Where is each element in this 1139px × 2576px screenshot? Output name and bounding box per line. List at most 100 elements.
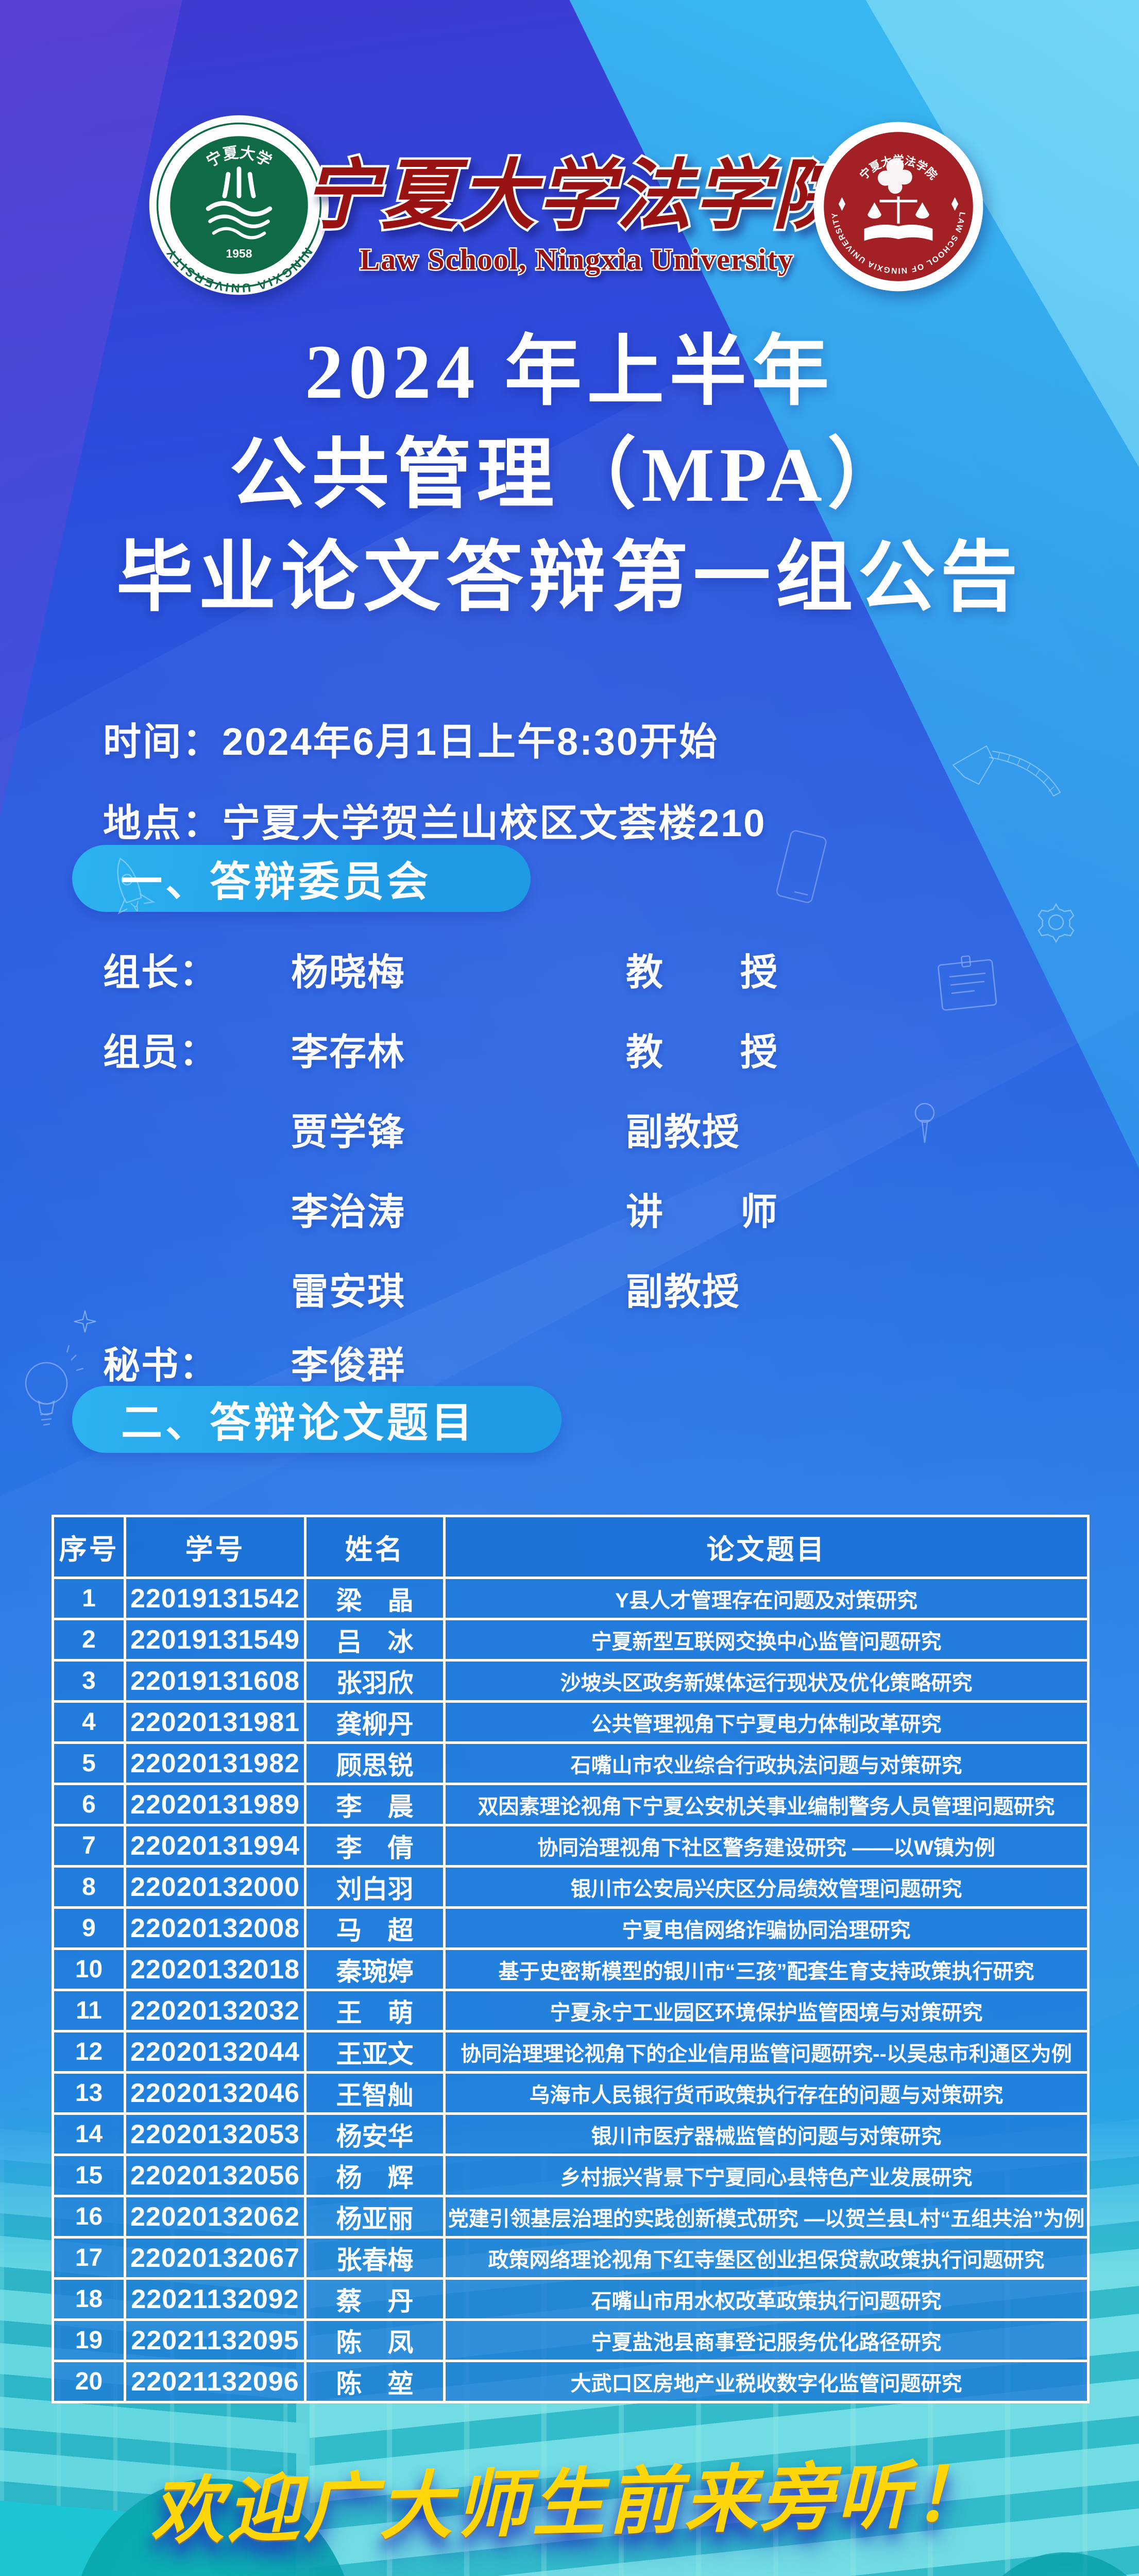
cell-thesis-title: 政策网络理论视角下红寺堡区创业担保贷款政策执行问题研究: [443, 2236, 1090, 2280]
cell-student-id: 22021132096: [124, 2360, 307, 2403]
cell-no: 3: [52, 1659, 126, 1703]
rocket-doodle-icon: [93, 849, 170, 937]
title-line-3: 毕业论文答辩第一组公告: [116, 535, 1023, 621]
table-row: 1 22019131542 梁 晶 Y县人才管理存在问题及对策研究: [52, 1577, 1090, 1620]
table-row: 8 22020132000 刘白羽 银川市公安局兴庆区分局绩效管理问题研究: [52, 1865, 1090, 1909]
cell-student-id: 22020132018: [124, 1947, 307, 1991]
law-school-seal-icon: 宁夏大学法学院 1958 LAW SCHOOL OF NINGXIA UNIVE…: [813, 122, 983, 292]
title-line-1: 2024 年上半年: [304, 329, 835, 415]
lightbulb-doodle-icon: [10, 1340, 98, 1443]
committee-row: 组长： 杨晓梅 教 授: [103, 929, 1030, 1009]
cell-name: 陈 堃: [304, 2360, 446, 2403]
header-student-id: 学号: [124, 1515, 307, 1579]
cell-student-id: 22020131989: [124, 1783, 307, 1826]
cell-thesis-title: 宁夏新型互联网交换中心监管问题研究: [443, 1618, 1090, 1662]
cell-thesis-title: 宁夏电信网络诈骗协同治理研究: [443, 1906, 1090, 1950]
cell-thesis-title: 协同治理视角下社区警务建设研究 ——以W镇为例: [443, 1824, 1090, 1868]
cell-no: 20: [52, 2360, 126, 2403]
table-row: 13 22020132046 王智舢 乌海市人民银行货币政策执行存在的问题与对策研究: [52, 2071, 1090, 2115]
school-name-english: Law School, Ningxia University: [359, 242, 794, 278]
topics-table-body: 1 22019131542 梁 晶 Y县人才管理存在问题及对策研究 2 220191315…: [52, 1577, 1090, 2403]
cell-name: 龚柳丹: [304, 1700, 446, 1744]
table-row: 4 22020131981 龚柳丹 公共管理视角下宁夏电力体制改革研究: [52, 1700, 1090, 1744]
committee-row: 秘书： 李俊群: [103, 1328, 1030, 1395]
seal-year: 1958: [888, 244, 909, 255]
defense-time: 时间：2024年6月1日上午8:30开始: [103, 720, 719, 763]
cell-name: 陈 凤: [304, 2318, 446, 2362]
cell-name: 杨 辉: [304, 2154, 446, 2197]
section-heading-committee: 一、答辩委员会: [72, 845, 531, 912]
cell-student-id: 22019131608: [124, 1659, 307, 1703]
cell-thesis-title: 石嘴山市农业综合行政执法问题与对策研究: [443, 1741, 1090, 1785]
cell-name: 杨安华: [304, 2112, 446, 2156]
cell-no: 4: [52, 1700, 126, 1744]
table-row: 16 22020132062 杨亚丽 党建引领基层治理的实践创新模式研究 —以贺兰县L…: [52, 2195, 1090, 2239]
sparkle-doodle-icon: [72, 1309, 98, 1334]
cell-student-id: 22020131994: [124, 1824, 307, 1868]
table-row: 5 22020131982 顾思锐 石嘴山市农业综合行政执法问题与对策研究: [52, 1741, 1090, 1785]
cell-no: 19: [52, 2318, 126, 2362]
table-row: 12 22020132044 王亚文 协同治理理论视角下的企业信用监管问题研究--以吴…: [52, 2030, 1090, 2074]
cell-no: 15: [52, 2154, 126, 2197]
cell-no: 9: [52, 1906, 126, 1950]
table-row: 14 22020132053 杨安华 银川市医疗器械监管的问题与对策研究: [52, 2112, 1090, 2156]
table-row: 2 22019131549 吕 冰宁夏新型互联网交换中心监管问题研究: [52, 1618, 1090, 1662]
committee-role-label: 秘书：: [103, 1345, 218, 1386]
header-name: 姓名: [304, 1515, 446, 1579]
table-row: 9 22020132008 马 超宁夏电信网络诈骗协同治理研究: [52, 1906, 1090, 1950]
cell-name: 王亚文: [304, 2030, 446, 2074]
cell-thesis-title: 公共管理视角下宁夏电力体制改革研究: [443, 1700, 1090, 1744]
committee-list: 组长： 杨晓梅教 授组员： 李存林教 授贾学锋 副教授 李治涛讲 师雷安琪 副教授 秘书：李…: [103, 929, 1030, 1395]
committee-member-title: 教 授: [626, 952, 779, 993]
cell-student-id: 22020132000: [124, 1865, 307, 1909]
cell-student-id: 22020132046: [124, 2071, 307, 2115]
cell-name: 张羽欣: [304, 1659, 446, 1703]
curved-arrow-doodle-icon: [938, 737, 1082, 835]
pushpin-doodle-icon: [896, 1092, 953, 1159]
cell-no: 17: [52, 2236, 126, 2280]
table-row: 10 22020132018 秦琬婷 基于史密斯模型的银川市“三孩”配套生育支持政策执…: [52, 1947, 1090, 1991]
gear-doodle-icon: [1028, 894, 1084, 951]
cell-no: 12: [52, 2030, 126, 2074]
cell-name: 张春梅: [304, 2236, 446, 2280]
cell-no: 18: [52, 2277, 126, 2321]
cell-name: 吕 冰: [304, 1618, 446, 1662]
clipboard-doodle-icon: [935, 953, 1002, 1015]
cell-thesis-title: 乡村振兴背景下宁夏同心县特色产业发展研究: [443, 2154, 1090, 2197]
committee-member-name: 李治涛: [291, 1192, 406, 1233]
cell-student-id: 22020131981: [124, 1700, 307, 1744]
defense-location: 地点：宁夏大学贺兰山校区文荟楼210: [103, 802, 767, 844]
cell-student-id: 22020132067: [124, 2236, 307, 2280]
committee-row: 雷安琪 副教授: [103, 1248, 1030, 1328]
cell-student-id: 22020132062: [124, 2195, 307, 2239]
table-header-row: 序号 学号 姓名 论文题目: [52, 1515, 1090, 1579]
header-thesis-title: 论文题目: [443, 1515, 1090, 1579]
committee-member-name: 雷安琪: [291, 1272, 406, 1313]
table-row: 19 22021132095 陈 凤宁夏盐池县商事登记服务优化路径研究: [52, 2318, 1090, 2362]
cell-name: 马 超: [304, 1906, 446, 1950]
cell-name: 刘白羽: [304, 1865, 446, 1909]
graduation-illustration: [572, 2563, 1133, 2576]
cell-no: 7: [52, 1824, 126, 1868]
school-name-chinese: 宁夏大学法学院: [301, 152, 852, 241]
cell-name: 王智舢: [304, 2071, 446, 2115]
section-heading-committee-label: 一、答辩委员会: [121, 859, 431, 905]
committee-member-name: 杨晓梅: [291, 952, 406, 993]
section-heading-topics-label: 二、答辩论文题目: [121, 1400, 475, 1446]
table-row: 3 22019131608 张羽欣 沙坡头区政务新媒体运行现状及优化策略研究: [52, 1659, 1090, 1703]
cell-thesis-title: 双因素理论视角下宁夏公安机关事业编制警务人员管理问题研究: [443, 1783, 1090, 1826]
cell-name: 李 倩: [304, 1824, 446, 1868]
committee-member-title: 教 授: [626, 1032, 779, 1073]
committee-member-name: 贾学锋: [291, 1112, 406, 1153]
cell-thesis-title: 党建引领基层治理的实践创新模式研究 —以贺兰县L村“五组共治”为例: [443, 2195, 1090, 2239]
table-row: 18 22021132092 蔡 丹石嘴山市用水权改革政策执行问题研究: [52, 2277, 1090, 2321]
committee-member-title: 副教授: [626, 1112, 741, 1153]
cell-student-id: 22020132044: [124, 2030, 307, 2074]
cell-no: 1: [52, 1577, 126, 1620]
cell-thesis-title: 基于史密斯模型的银川市“三孩”配套生育支持政策执行研究: [443, 1947, 1090, 1991]
cell-name: 秦琬婷: [304, 1947, 446, 1991]
cell-student-id: 22020131982: [124, 1741, 307, 1785]
cell-thesis-title: 宁夏盐池县商事登记服务优化路径研究: [443, 2318, 1090, 2362]
cell-name: 李 晨: [304, 1783, 446, 1826]
cell-student-id: 22020132053: [124, 2112, 307, 2156]
